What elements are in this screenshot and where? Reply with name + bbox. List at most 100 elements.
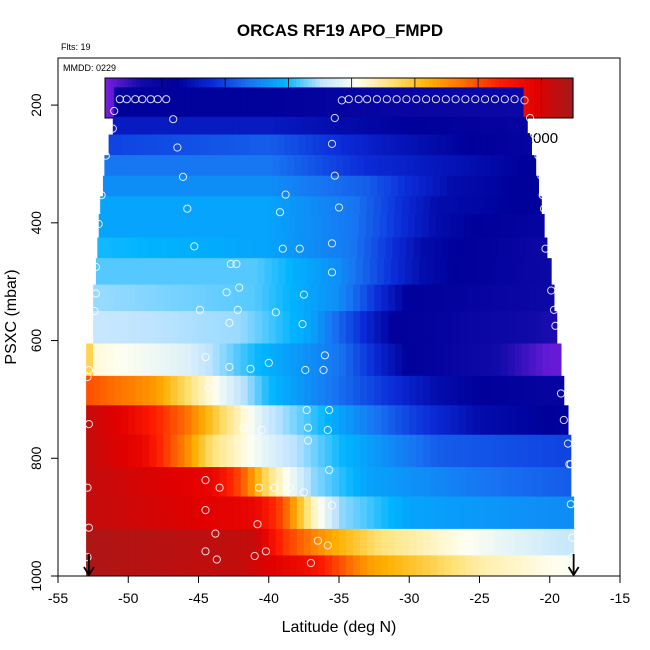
heatmap-cell: [128, 375, 136, 406]
heatmap-cell: [367, 434, 375, 468]
heatmap-cell: [486, 467, 495, 498]
heatmap-cell: [496, 258, 504, 286]
heatmap-cell: [107, 528, 115, 556]
heatmap-cell: [296, 284, 305, 312]
heatmap-cell: [490, 155, 499, 177]
heatmap-cell: [223, 237, 232, 259]
heatmap-cell: [254, 528, 263, 556]
sample-point: [178, 172, 188, 181]
heatmap-cell: [128, 496, 136, 530]
heatmap-cell: [219, 467, 228, 498]
heatmap-cell: [437, 496, 445, 530]
heatmap-cell: [246, 116, 254, 136]
heatmap-cell: [301, 155, 309, 177]
heatmap-cell: [284, 134, 292, 156]
heatmap-cell: [184, 467, 192, 498]
heatmap-cell: [219, 284, 228, 312]
heatmap-cell: [360, 196, 368, 215]
heatmap-cell: [346, 496, 354, 530]
heatmap-cell: [198, 496, 207, 530]
heatmap-cell: [247, 311, 256, 344]
heatmap-cell: [329, 237, 337, 259]
sample-point: [313, 536, 322, 545]
heatmap-cell: [163, 196, 171, 215]
heatmap-cell: [545, 258, 552, 286]
heatmap-cell: [458, 496, 466, 530]
heatmap-cell: [528, 555, 537, 577]
colorbar-segment: [105, 78, 110, 118]
heatmap-cell: [416, 87, 424, 118]
heatmap-cell: [171, 134, 180, 156]
heatmap-cell: [121, 375, 129, 406]
heatmap-cell: [431, 134, 440, 156]
sample-point: [138, 95, 147, 104]
heatmap-cell: [486, 555, 495, 577]
heatmap-cell: [256, 134, 264, 156]
heatmap-cell: [135, 434, 143, 468]
heatmap-cell: [295, 213, 303, 239]
heatmap-cell: [86, 434, 94, 468]
heatmap-cell: [315, 155, 323, 177]
heatmap-cell: [275, 311, 284, 344]
heatmap-cell: [226, 467, 235, 498]
heatmap-cell: [198, 528, 207, 556]
heatmap-cell: [212, 375, 221, 406]
heatmap-cell: [138, 175, 146, 197]
heatmap-cell: [324, 496, 333, 530]
heatmap-cell: [177, 196, 185, 215]
heatmap-cell: [209, 155, 218, 177]
heatmap-cell: [288, 116, 296, 136]
heatmap-cell: [289, 496, 298, 530]
heatmap-cell: [374, 284, 382, 312]
heatmap-cell: [324, 87, 333, 118]
heatmap-cell: [289, 555, 298, 577]
heatmap-cell: [254, 87, 263, 118]
heatmap-cell: [114, 284, 122, 312]
heatmap-cell: [156, 405, 164, 436]
heatmap-cell: [310, 343, 319, 377]
heatmap-cell: [518, 237, 527, 259]
heatmap-cell: [250, 175, 259, 197]
heatmap-cell: [514, 284, 523, 312]
heatmap-cell: [480, 134, 489, 156]
heatmap-cell: [261, 405, 270, 436]
heatmap-cell: [236, 258, 244, 286]
heatmap-cell: [510, 175, 518, 197]
heatmap-cell: [510, 258, 518, 286]
heatmap-cell: [240, 467, 249, 498]
heatmap-cell: [278, 175, 287, 197]
heatmap-cell: [100, 528, 108, 556]
heatmap-cell: [121, 528, 129, 556]
sample-point: [278, 244, 287, 253]
heatmap-cell: [296, 405, 305, 436]
heatmap-cell: [242, 134, 250, 156]
heatmap-cell: [476, 155, 485, 177]
heatmap-cell: [493, 343, 502, 377]
heatmap-cell: [381, 196, 389, 215]
heatmap-cell: [448, 237, 457, 259]
heatmap-cell: [330, 116, 339, 136]
heatmap-cell: [423, 343, 431, 377]
heatmap-cell: [253, 213, 261, 239]
heatmap-cell: [521, 284, 530, 312]
heatmap-cell: [86, 375, 94, 406]
heatmap-cell: [362, 175, 371, 197]
heatmap-cell: [194, 258, 202, 286]
heatmap-cell: [570, 555, 575, 577]
heatmap-cell: [340, 134, 348, 156]
heatmap-cell: [254, 496, 263, 530]
heatmap-cell: [267, 116, 275, 136]
sample-point: [566, 460, 575, 469]
heatmap-cell: [194, 175, 202, 197]
sample-point: [257, 425, 266, 435]
heatmap-cell: [268, 555, 277, 577]
heatmap-cell: [451, 284, 459, 312]
heatmap-cell: [450, 213, 458, 239]
heatmap-cell: [507, 343, 516, 377]
heatmap-cell: [261, 434, 270, 468]
heatmap-cell: [497, 155, 506, 177]
heatmap-cell: [458, 528, 466, 556]
heatmap-cell: [462, 155, 471, 177]
heatmap-cell: [392, 155, 400, 177]
sample-point: [490, 95, 500, 104]
